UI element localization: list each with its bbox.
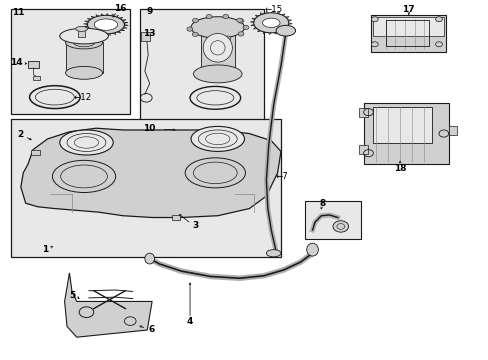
Text: 5: 5	[69, 291, 75, 300]
Bar	[201, 27, 234, 74]
Text: ←12: ←12	[74, 93, 92, 102]
Text: 11: 11	[12, 8, 24, 17]
Ellipse shape	[60, 28, 108, 44]
Circle shape	[435, 42, 442, 47]
Bar	[140, 9, 264, 141]
Circle shape	[223, 14, 228, 19]
Bar	[370, 15, 446, 53]
Ellipse shape	[94, 19, 117, 30]
Polygon shape	[21, 128, 281, 217]
Ellipse shape	[65, 66, 102, 79]
Ellipse shape	[262, 18, 280, 27]
Bar	[358, 108, 367, 117]
Bar	[32, 76, 40, 80]
Text: ←15: ←15	[264, 5, 282, 14]
Bar	[141, 32, 150, 41]
Bar	[448, 126, 457, 135]
Ellipse shape	[60, 130, 113, 155]
Text: 16: 16	[114, 4, 126, 13]
Bar	[171, 215, 180, 220]
Bar	[358, 145, 367, 154]
Circle shape	[224, 36, 230, 40]
Ellipse shape	[144, 253, 154, 264]
Circle shape	[192, 32, 198, 36]
Text: 9: 9	[146, 7, 153, 16]
Bar	[385, 20, 428, 46]
Circle shape	[236, 18, 242, 22]
Bar	[65, 42, 102, 73]
Ellipse shape	[306, 243, 318, 256]
Circle shape	[371, 17, 377, 22]
Text: 18: 18	[393, 164, 406, 173]
Bar	[11, 119, 281, 257]
Bar	[363, 103, 448, 164]
Ellipse shape	[191, 17, 244, 38]
Circle shape	[186, 27, 192, 31]
Text: 4: 4	[186, 316, 193, 325]
Text: 8: 8	[319, 199, 325, 208]
Circle shape	[238, 19, 244, 23]
Bar	[78, 29, 85, 37]
Bar	[305, 202, 361, 239]
Text: 13: 13	[143, 29, 156, 38]
Circle shape	[206, 14, 212, 19]
Text: ←7: ←7	[276, 172, 288, 181]
Circle shape	[208, 36, 214, 41]
Circle shape	[238, 32, 244, 36]
Text: 3: 3	[192, 221, 199, 230]
Ellipse shape	[76, 26, 87, 31]
Ellipse shape	[87, 15, 124, 34]
Circle shape	[192, 18, 198, 23]
Ellipse shape	[253, 13, 288, 33]
Circle shape	[371, 42, 377, 47]
Ellipse shape	[191, 126, 244, 152]
Text: 10: 10	[143, 124, 156, 133]
Ellipse shape	[266, 249, 281, 257]
Ellipse shape	[276, 25, 295, 36]
Polygon shape	[64, 273, 152, 337]
Circle shape	[435, 17, 442, 22]
Circle shape	[332, 221, 348, 232]
Bar	[30, 150, 40, 156]
Text: 1: 1	[42, 245, 48, 254]
Text: 17: 17	[402, 5, 414, 14]
Text: 14: 14	[10, 58, 22, 67]
Bar	[11, 9, 130, 114]
FancyBboxPatch shape	[372, 17, 443, 36]
Ellipse shape	[203, 33, 232, 62]
Text: 2: 2	[18, 130, 24, 139]
Bar	[28, 62, 39, 68]
Ellipse shape	[193, 65, 242, 83]
Bar	[372, 108, 431, 143]
Circle shape	[243, 25, 248, 30]
Text: 6: 6	[149, 325, 155, 334]
Ellipse shape	[65, 36, 102, 49]
